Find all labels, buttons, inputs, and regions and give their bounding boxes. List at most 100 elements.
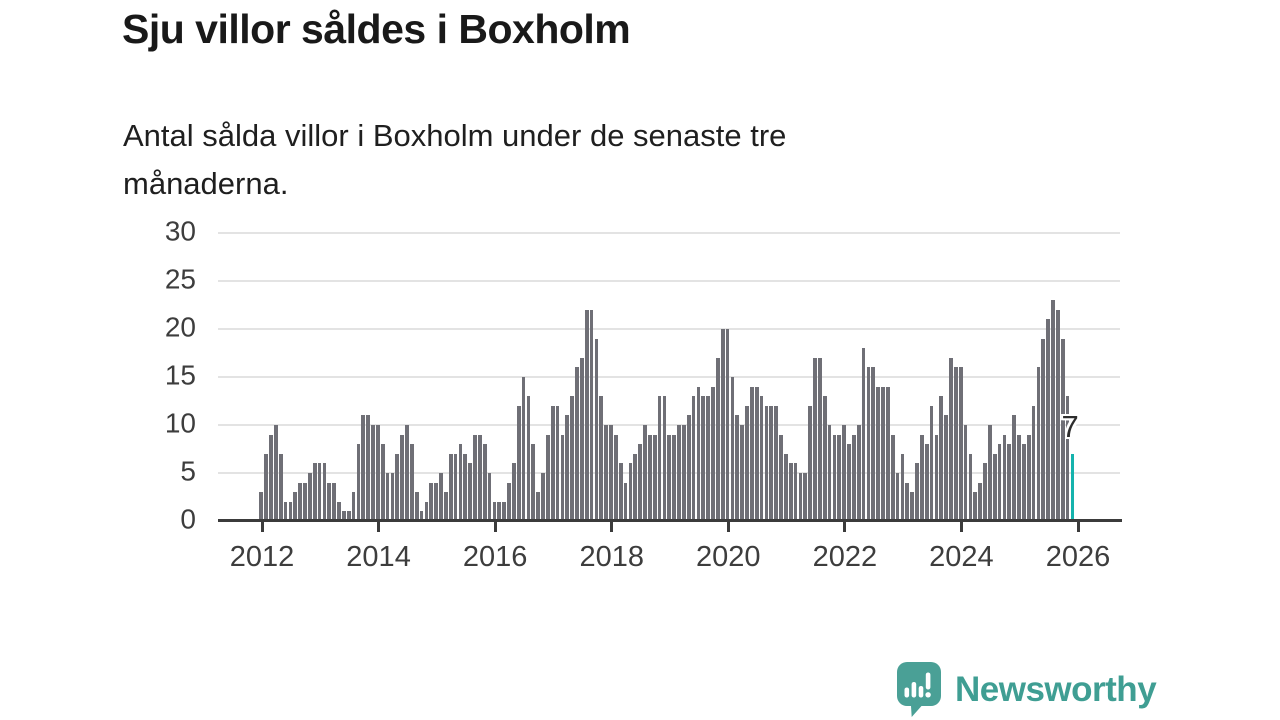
bar (987, 425, 992, 521)
bar (701, 396, 706, 521)
bar (463, 453, 468, 521)
bar (851, 434, 856, 521)
bar (507, 482, 511, 521)
bar (560, 434, 565, 521)
bar (769, 405, 774, 521)
bar (395, 453, 400, 521)
x-axis-tick (377, 522, 381, 532)
bar (890, 434, 895, 521)
bar (720, 329, 725, 521)
bar (958, 367, 963, 521)
bar (759, 396, 764, 521)
bar (633, 453, 638, 521)
y-axis-label: 20 (164, 311, 196, 343)
bar (910, 492, 914, 521)
bar (866, 367, 871, 521)
bar (570, 396, 574, 521)
bar (749, 386, 754, 521)
newsworthy-logo-icon (897, 662, 941, 717)
bar (293, 492, 298, 521)
x-axis-label: 2016 (462, 541, 528, 573)
bar (618, 463, 623, 521)
bar (332, 482, 336, 521)
bar (613, 434, 618, 521)
bar (375, 425, 380, 521)
bar (361, 415, 366, 521)
highlight-bar (1070, 453, 1075, 521)
bar (1036, 367, 1041, 521)
y-axis-label: 25 (164, 263, 196, 295)
bar (497, 501, 502, 521)
bar (808, 405, 812, 521)
x-axis-label: 2026 (1045, 541, 1111, 573)
bar (317, 463, 322, 521)
bar (939, 396, 944, 521)
x-axis-label: 2020 (696, 541, 761, 573)
bar (492, 501, 497, 521)
bar (303, 482, 307, 521)
bar (327, 482, 332, 521)
bar (541, 473, 545, 521)
bar (555, 405, 560, 521)
bar (929, 405, 934, 521)
bar (468, 463, 472, 521)
bar (647, 434, 652, 521)
bar (1065, 396, 1070, 521)
bar (643, 425, 647, 521)
x-axis-label: 2018 (579, 541, 644, 573)
bar (346, 511, 351, 521)
bar (876, 386, 880, 521)
bar (487, 473, 492, 521)
bar (424, 501, 429, 521)
bar (477, 434, 482, 521)
chart-title: Sju villor såldes i Boxholm (122, 6, 631, 52)
bar (599, 396, 604, 521)
bar (953, 367, 958, 521)
bar (740, 425, 744, 521)
bar (837, 434, 842, 521)
bar (915, 463, 919, 521)
bar (745, 405, 749, 521)
bar (565, 415, 570, 521)
bar (871, 367, 876, 521)
bar (448, 453, 453, 521)
bar (604, 425, 608, 521)
bar (584, 309, 589, 521)
x-axis-tick (726, 522, 730, 532)
y-axis-label: 5 (180, 455, 196, 487)
bar (686, 415, 691, 521)
bar (1026, 434, 1031, 521)
bar (351, 492, 356, 521)
bar (1002, 434, 1007, 521)
bar (434, 482, 438, 521)
bar (667, 434, 672, 521)
x-axis-tick (610, 522, 614, 532)
bar (628, 463, 633, 521)
bar (735, 415, 740, 521)
x-axis-tick (1076, 522, 1080, 532)
bar (298, 482, 302, 521)
bar (594, 338, 599, 521)
x-axis-label: 2022 (812, 541, 878, 573)
bar (409, 444, 414, 521)
bar (531, 444, 536, 521)
bar (609, 425, 613, 521)
bar (1012, 415, 1016, 521)
bar (827, 425, 832, 521)
bar (919, 434, 924, 521)
bar (337, 501, 341, 521)
bar (390, 473, 395, 521)
bar (419, 511, 424, 521)
bar (482, 444, 487, 521)
bar (1051, 300, 1055, 521)
bar (783, 453, 788, 521)
bar (366, 415, 370, 521)
bar (322, 463, 327, 521)
bar (259, 492, 264, 521)
bar (856, 425, 861, 521)
bar (473, 434, 477, 521)
bar (405, 425, 409, 521)
bar (764, 405, 769, 521)
